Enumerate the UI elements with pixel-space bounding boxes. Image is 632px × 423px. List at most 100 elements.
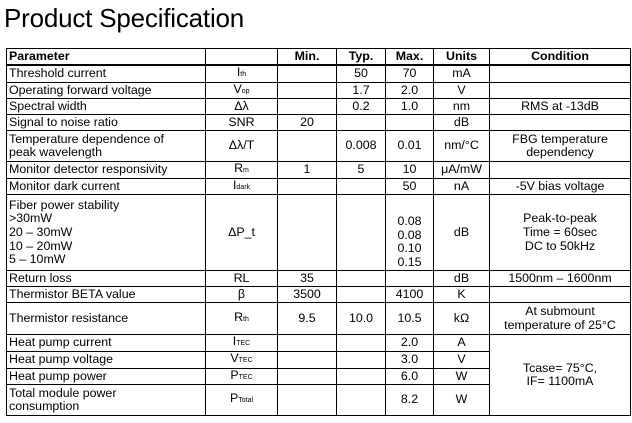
max-cell: 50	[385, 177, 434, 196]
symbol-cell: β	[205, 286, 278, 304]
table-row: Heat pump power PTEC 6.0 W	[6, 367, 631, 386]
unit-cell: W	[433, 367, 490, 386]
spec-table: Parameter Min. Typ. Max. Units Condition…	[6, 48, 631, 417]
table-row: Threshold current Ith 50 70 mA	[6, 64, 631, 83]
header-condition: Condition	[489, 48, 631, 66]
min-cell: 3500	[277, 286, 337, 304]
unit-cell: μA/mW	[433, 161, 490, 179]
max-cell: 10	[385, 161, 434, 179]
condition-cell	[489, 114, 631, 132]
symbol-cell: SNR	[205, 114, 278, 132]
param-cell: Signal to noise ratio	[6, 114, 206, 132]
min-cell: 9.5	[277, 302, 337, 336]
condition-cell: 1500nm – 1600nm	[489, 270, 631, 288]
unit-cell: A	[433, 334, 490, 352]
symbol-cell: Δλ	[205, 98, 278, 116]
max-cell: 0.08 0.08 0.10 0.15	[385, 194, 434, 272]
unit-cell: W	[433, 384, 490, 417]
typ-cell: 5	[336, 161, 386, 179]
typ-cell: 10.0	[336, 302, 386, 336]
min-cell: 35	[277, 270, 337, 288]
param-cell: Operating forward voltage	[6, 81, 206, 100]
condition-cell	[489, 81, 631, 100]
table-row: Spectral width Δλ 0.2 1.0 nm RMS at -13d…	[6, 98, 631, 116]
unit-cell: V	[433, 350, 490, 369]
param-cell: Total module power consumption	[6, 384, 206, 417]
table-row: Monitor dark current Idark 50 nA -5V bia…	[6, 177, 631, 196]
typ-cell: 50	[336, 64, 386, 83]
min-cell	[277, 64, 337, 83]
min-cell: 20	[277, 114, 337, 132]
condition-cell: -5V bias voltage	[489, 177, 631, 196]
unit-cell: dB	[433, 194, 490, 272]
unit-cell: nA	[433, 177, 490, 196]
table-row: Heat pump voltage VTEC 3.0 V	[6, 350, 631, 369]
table-row: Thermistor resistance Rth 9.5 10.0 10.5 …	[6, 302, 631, 336]
param-cell: Monitor dark current	[6, 177, 206, 196]
symbol-cell: Vop	[205, 81, 278, 100]
min-cell	[277, 350, 337, 369]
param-cell: Monitor detector responsivity	[6, 161, 206, 179]
symbol-cell: Rm	[205, 161, 278, 179]
condition-cell	[489, 161, 631, 179]
symbol-cell: VTEC	[205, 350, 278, 369]
max-cell: 6.0	[385, 367, 434, 386]
typ-cell: 1.7	[336, 81, 386, 100]
condition-cell	[489, 286, 631, 304]
min-cell	[277, 367, 337, 386]
param-cell: Heat pump current	[6, 334, 206, 352]
unit-cell: nm/°C	[433, 130, 490, 163]
symbol-cell: Rth	[205, 302, 278, 336]
symbol-cell: ΔP_t	[205, 194, 278, 272]
table-row: Heat pump current ITEC 2.0 A Tcase= 75°C…	[6, 334, 631, 417]
typ-cell: 0.2	[336, 98, 386, 116]
condition-cell: RMS at -13dB	[489, 98, 631, 116]
min-cell	[277, 334, 337, 352]
max-cell: 2.0	[385, 334, 434, 352]
max-cell: 0.01	[385, 130, 434, 163]
unit-cell: dB	[433, 270, 490, 288]
typ-cell	[336, 114, 386, 132]
param-cell: Threshold current	[6, 64, 206, 83]
min-cell: 1	[277, 161, 337, 179]
symbol-cell: Idark	[205, 177, 278, 196]
min-cell	[277, 177, 337, 196]
param-cell: Heat pump voltage	[6, 350, 206, 369]
param-cell: Heat pump power	[6, 367, 206, 386]
condition-cell: Peak-to-peak Time = 60sec DC to 50kHz	[489, 194, 631, 272]
symbol-cell: ITEC	[205, 334, 278, 352]
max-cell	[385, 114, 434, 132]
header-units: Units	[433, 48, 490, 66]
symbol-cell: PTotal	[205, 384, 278, 417]
symbol-cell: Δλ/T	[205, 130, 278, 163]
min-cell	[277, 130, 337, 163]
unit-cell: nm	[433, 98, 490, 116]
table-header-row: Parameter Min. Typ. Max. Units Condition	[6, 48, 631, 66]
max-cell	[385, 270, 434, 288]
table-row: Fiber power stability >30mW 20 – 30mW 10 – …	[6, 194, 631, 272]
header-symbol	[205, 48, 278, 66]
symbol-cell: Ith	[205, 64, 278, 83]
typ-cell	[336, 286, 386, 304]
max-cell: 4100	[385, 286, 434, 304]
min-cell	[277, 384, 337, 417]
param-cell: Return loss	[6, 270, 206, 288]
table-row: Operating forward voltage Vop 1.7 2.0 V	[6, 81, 631, 100]
max-cell: 3.0	[385, 350, 434, 369]
condition-cell	[489, 64, 631, 83]
unit-cell: kΩ	[433, 302, 490, 336]
max-cell: 1.0	[385, 98, 434, 116]
header-typ: Typ.	[336, 48, 386, 66]
typ-cell	[336, 177, 386, 196]
max-cell: 8.2	[385, 384, 434, 417]
condition-cell: Tcase= 75°C, IF= 1100mA	[489, 334, 631, 417]
unit-cell: K	[433, 286, 490, 304]
table-row: Temperature dependence of peak wavelength…	[6, 130, 631, 163]
table-row: Monitor detector responsivity Rm 1 5 10 …	[6, 161, 631, 179]
symbol-cell: RL	[205, 270, 278, 288]
typ-cell: 0.008	[336, 130, 386, 163]
header-parameter: Parameter	[6, 48, 206, 66]
param-cell: Thermistor resistance	[6, 302, 206, 336]
param-cell: Fiber power stability >30mW 20 – 30mW 10 – …	[6, 194, 206, 272]
table-row: Thermistor BETA value β 3500 4100 K	[6, 286, 631, 304]
